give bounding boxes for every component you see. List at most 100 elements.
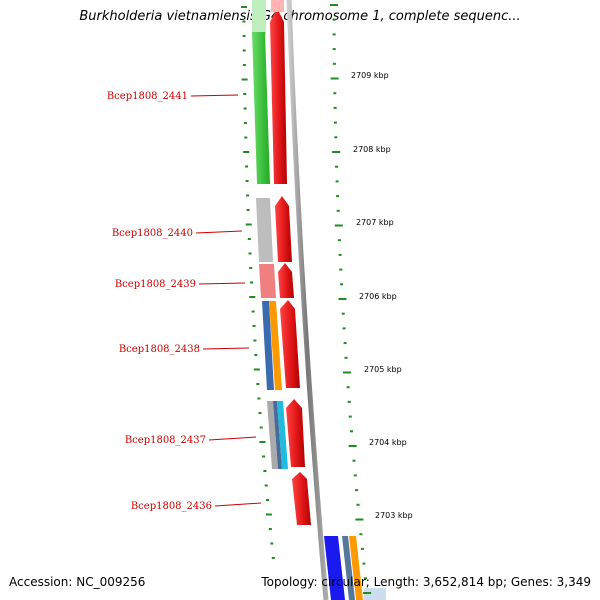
track-dot (242, 35, 246, 37)
track-dot (247, 238, 251, 240)
position-tick-track (330, 4, 372, 594)
track-dot (242, 49, 246, 52)
track-tick (344, 356, 348, 359)
cog-block-gray-2 (267, 401, 278, 469)
gene-arrow-2436 (292, 472, 311, 525)
gene-label-2440[interactable]: Bcep1808_2440 (112, 228, 193, 239)
cog-block-orange-2 (349, 536, 363, 600)
track-dot (245, 180, 249, 182)
track-dot (243, 122, 247, 124)
cog-track (252, 0, 363, 600)
track-tick (356, 503, 360, 506)
cog-block-gray (256, 198, 273, 262)
gene-arrow-2439 (278, 263, 294, 298)
track-tick (338, 298, 347, 300)
gene-arrow-2438 (280, 300, 300, 388)
cog-block-blue (262, 301, 274, 390)
track-dot (242, 64, 246, 66)
track-tick (342, 327, 346, 330)
tick-label: 2704 kbp (369, 438, 407, 447)
track-dot (256, 383, 260, 385)
cog-block-cyan (277, 401, 288, 469)
gene-leader-line (195, 230, 243, 234)
track-tick (334, 224, 343, 227)
cog-block-green-light (252, 0, 266, 34)
track-dot (258, 412, 262, 414)
cog-block-green (252, 32, 270, 184)
track-tick (355, 518, 364, 521)
cog-block-blue-2 (324, 536, 345, 600)
track-dot (241, 78, 248, 81)
track-tick (362, 562, 366, 565)
track-tick (332, 151, 341, 153)
track-tick (360, 547, 364, 550)
gene-leader-line (208, 436, 257, 441)
tick-label: 2707 kbp (356, 218, 394, 227)
track-tick (363, 592, 372, 594)
track-tick (359, 533, 363, 536)
track-dot (242, 20, 246, 23)
track-tick (333, 92, 337, 95)
track-tick (350, 430, 353, 433)
gene-label-2437[interactable]: Bcep1808_2437 (125, 435, 206, 446)
gene-label-2436[interactable]: Bcep1808_2436 (131, 501, 212, 512)
track-dot (248, 252, 252, 255)
track-tick (333, 121, 337, 124)
tick-label: 2706 kbp (359, 292, 397, 301)
tick-label: 2709 kbp (351, 71, 389, 80)
gene-labels: Bcep1808_2441 Bcep1808_2440 Bcep1808_243… (107, 91, 262, 512)
track-tick (332, 18, 336, 21)
cog-block-slate-2 (342, 536, 355, 600)
track-dot (262, 455, 266, 458)
track-tick (353, 474, 357, 477)
topology-text: Topology: circular; Length: 3,652,814 bp… (261, 575, 591, 589)
gene-track (270, 0, 386, 600)
map-title: Burkholderia vietnamiensis G4 chromosome… (79, 9, 521, 24)
track-tick (341, 312, 345, 315)
track-dot (252, 325, 256, 327)
track-dot (246, 209, 250, 211)
gene-arrow-2441 (270, 8, 287, 184)
track-dot (257, 397, 261, 400)
track-tick (338, 253, 342, 256)
track-tick (352, 459, 356, 462)
left-dotted-track (241, 6, 275, 559)
track-dot (268, 528, 272, 530)
cog-block-pink (259, 264, 276, 298)
gene-label-2438[interactable]: Bcep1808_2438 (119, 344, 200, 355)
tick-label: 2708 kbp (353, 145, 391, 154)
track-dot (246, 194, 250, 197)
track-dot (245, 165, 249, 168)
gene-leader-line (198, 282, 246, 285)
track-tick (335, 165, 339, 168)
track-dot (266, 499, 269, 501)
gene-label-2441[interactable]: Bcep1808_2441 (107, 91, 188, 102)
track-dot (263, 470, 267, 472)
track-dot (241, 6, 247, 8)
track-dot (271, 557, 275, 559)
gene-arrow-2437 (286, 399, 305, 467)
track-tick (330, 77, 339, 80)
gene-arrow-2440 (275, 196, 292, 262)
track-dot (264, 484, 268, 487)
track-dot (251, 310, 255, 313)
track-tick (335, 180, 339, 183)
chromosome-backbone (286, 0, 329, 600)
track-dot (253, 368, 260, 371)
track-tick (348, 415, 352, 418)
track-dot (243, 151, 250, 153)
track-tick (334, 136, 338, 139)
track-dot (265, 513, 272, 516)
track-tick (332, 33, 336, 36)
track-tick (364, 577, 367, 580)
track-tick (336, 209, 340, 212)
gene-label-2439[interactable]: Bcep1808_2439 (115, 279, 196, 290)
tick-label: 2705 kbp (364, 365, 402, 374)
gene-arrow-2441-top (271, 0, 284, 12)
track-dot (270, 542, 274, 545)
cog-block-slate (273, 401, 282, 469)
track-tick (337, 239, 341, 242)
track-tick (339, 268, 343, 271)
track-tick (340, 283, 344, 286)
